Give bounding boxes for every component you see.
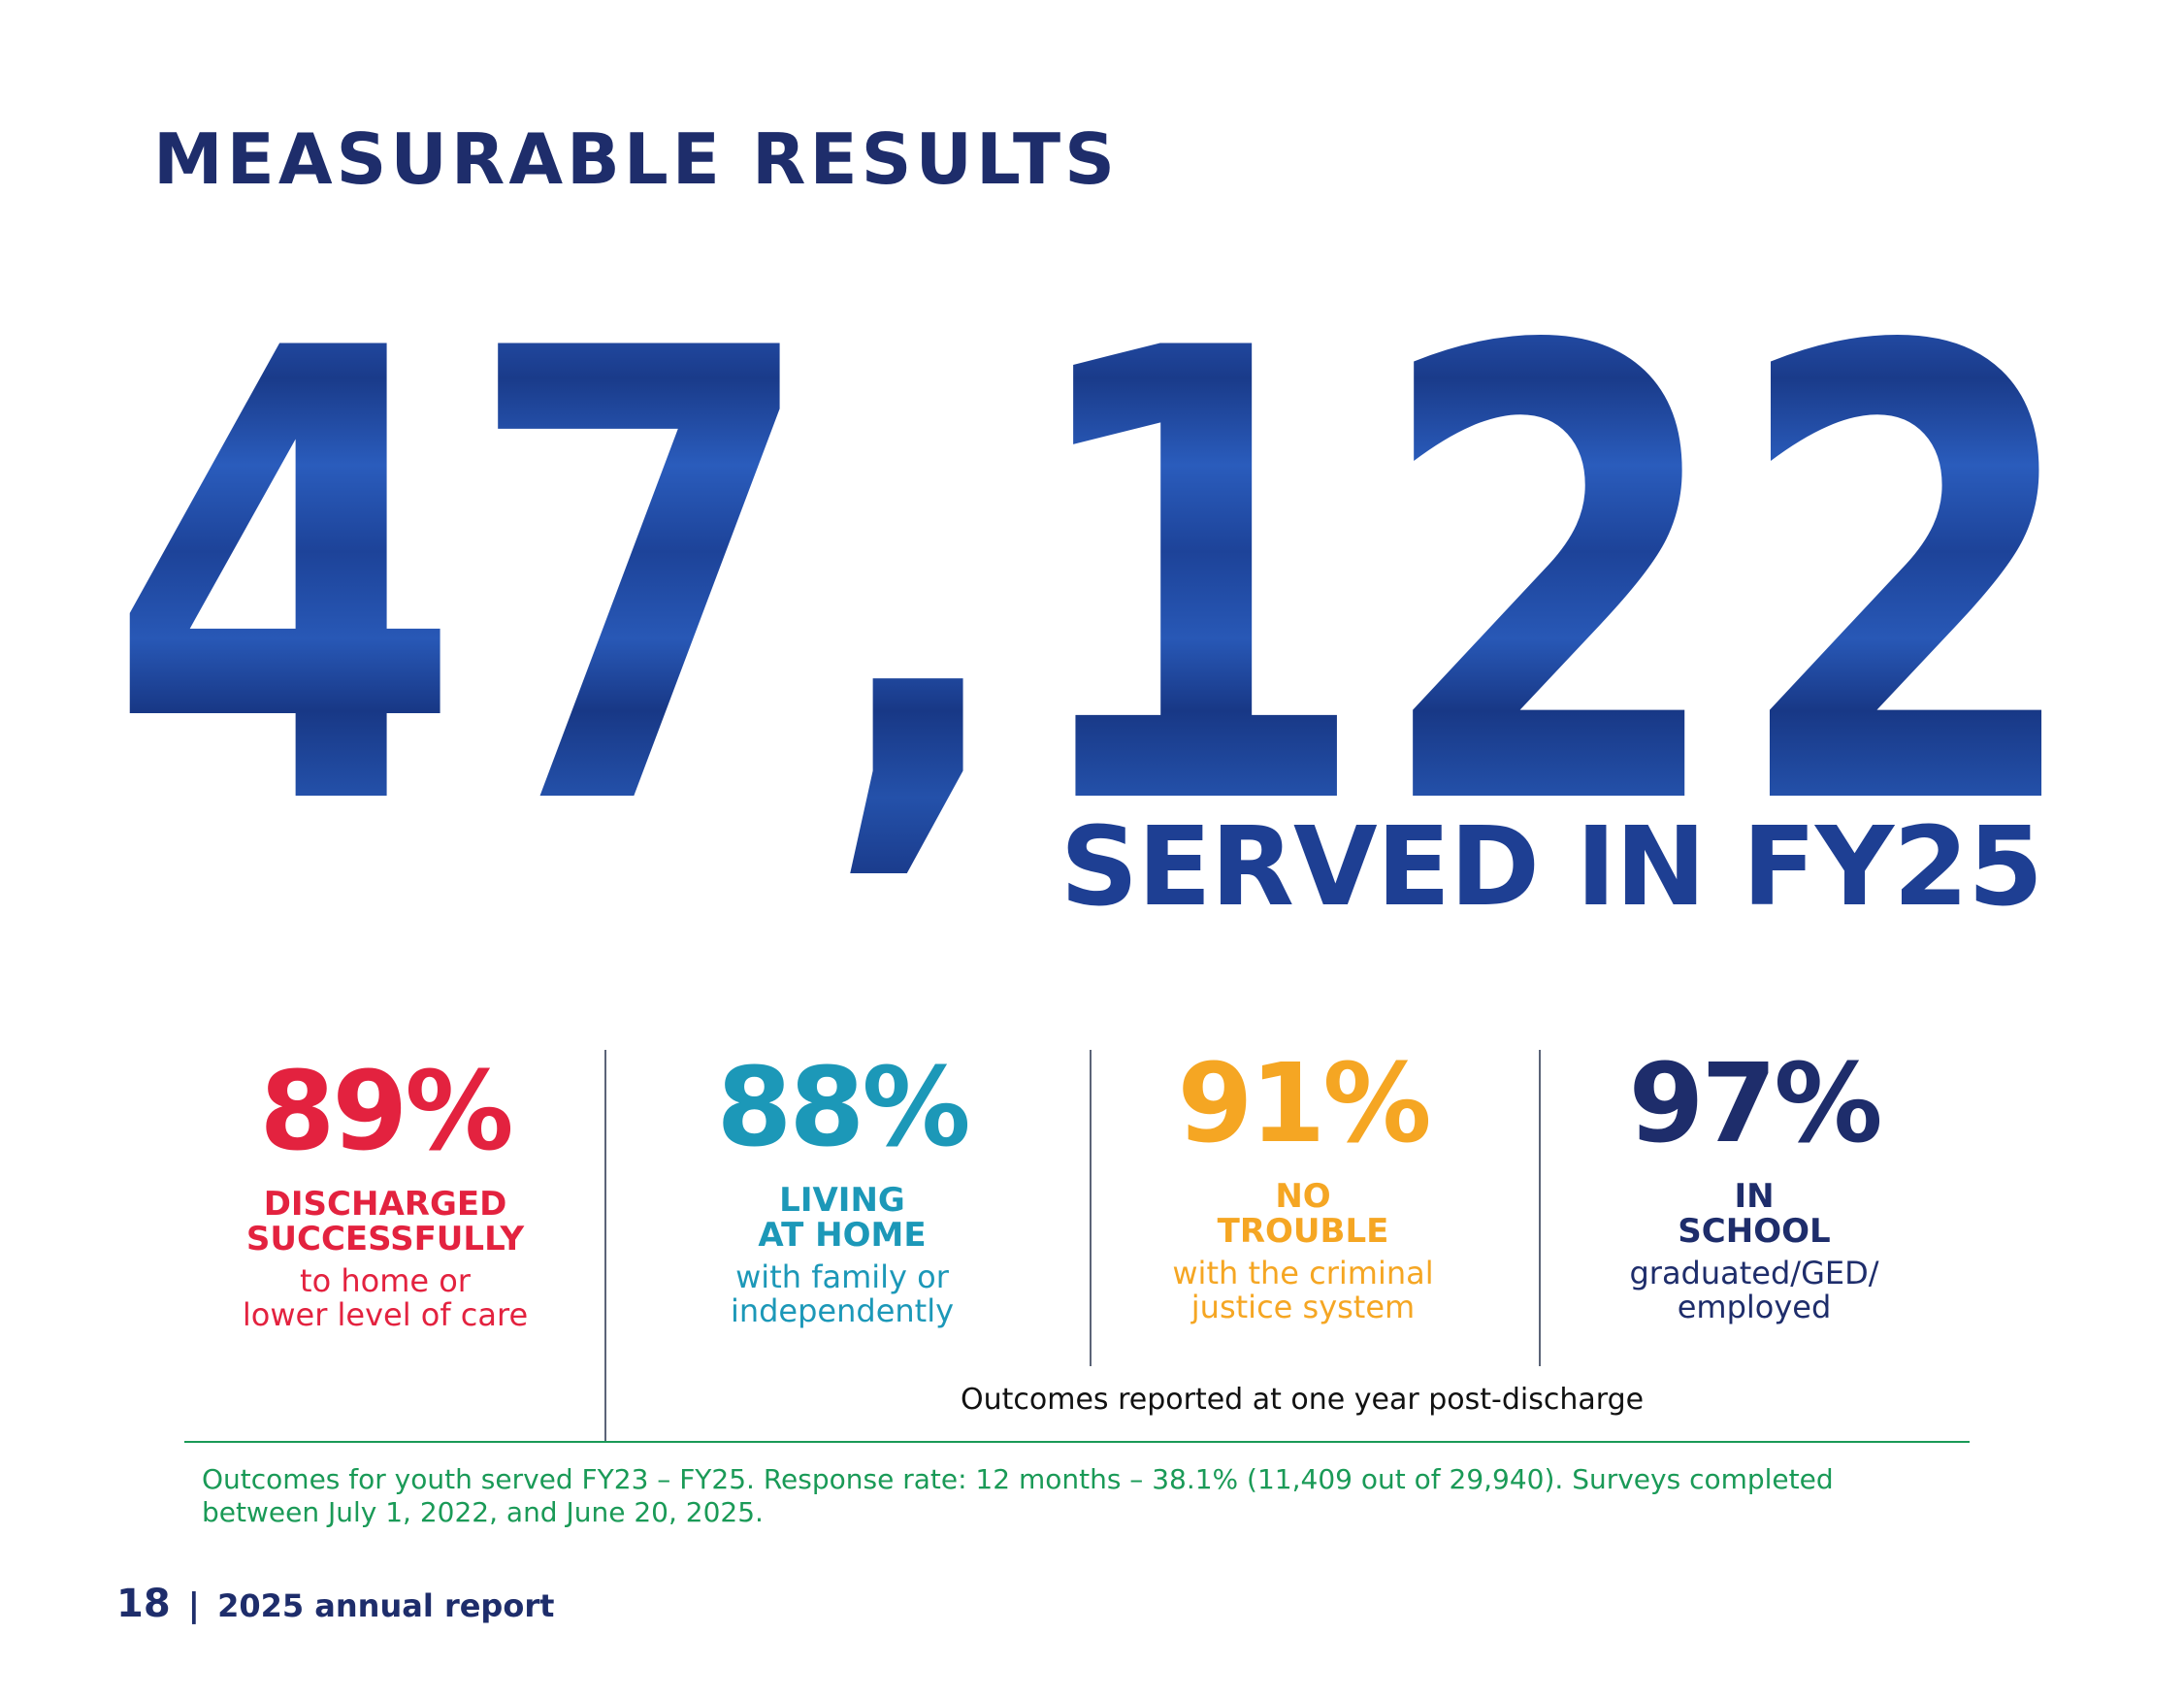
stat-living-at-home: 88% LIVING AT HOME with family or indepe… (716, 1045, 970, 1329)
stat-percent: 91% (1177, 1041, 1431, 1167)
report-label: 2025 annual report (217, 1587, 555, 1624)
stat-discharged: 89% DISCHARGED SUCCESSFULLY to home or l… (243, 1058, 528, 1331)
footnote: Outcomes for youth served FY23 – FY25. R… (202, 1463, 1834, 1528)
stat-description: with family or independently (730, 1258, 955, 1329)
footnote-divider (184, 1441, 1970, 1443)
stat-heading: NO TROUBLE (1217, 1177, 1389, 1251)
stat-percent: 97% (1628, 1041, 1882, 1167)
stat-description: graduated/GED/ employed (1629, 1255, 1879, 1325)
stat-in-school: 97% IN SCHOOL graduated/GED/ employed (1628, 1041, 1882, 1325)
stat-heading: LIVING AT HOME (758, 1181, 927, 1255)
served-label: SERVED IN FY25 (1059, 804, 2043, 931)
outcomes-note: Outcomes reported at one year post-disch… (961, 1383, 1645, 1417)
page-footer: 18 | 2025 annual report (116, 1585, 554, 1623)
page-number: 18 (116, 1582, 171, 1626)
stat-percent: 89% (259, 1049, 513, 1175)
stat-description: with the criminal justice system (1172, 1255, 1434, 1325)
divider-1 (604, 1050, 606, 1442)
stat-heading: DISCHARGED SUCCESSFULLY (245, 1185, 525, 1258)
page-title: MEASURABLE RESULTS (153, 118, 1119, 200)
divider-3 (1539, 1050, 1541, 1366)
footer-separator: | (187, 1586, 201, 1625)
divider-2 (1090, 1050, 1092, 1366)
stat-description: to home or lower level of care (242, 1262, 529, 1333)
big-number: 47,122 (107, 233, 2086, 873)
big-number-graphic: 47,122 (107, 233, 2086, 873)
stat-heading: IN SCHOOL (1678, 1177, 1831, 1251)
stat-no-trouble: 91% NO TROUBLE with the criminal justice… (1172, 1050, 1433, 1323)
stat-percent: 88% (716, 1045, 970, 1171)
